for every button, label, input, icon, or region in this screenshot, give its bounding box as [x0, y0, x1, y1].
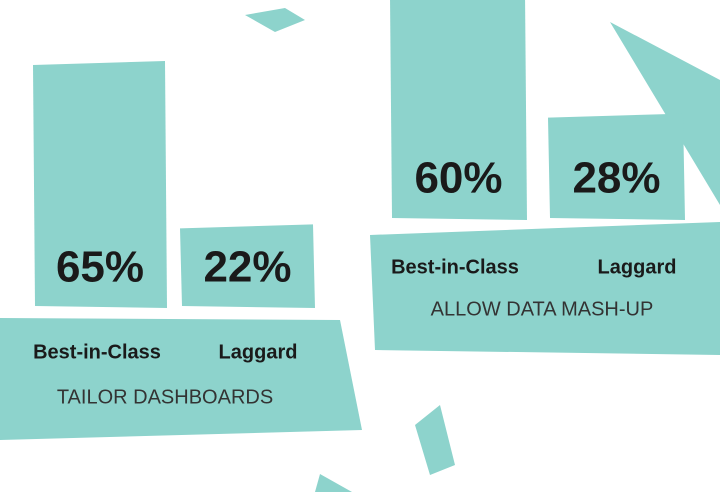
value-label: 65% — [56, 243, 144, 292]
chart-title: TAILOR DASHBOARDS — [57, 386, 273, 408]
shard — [415, 405, 455, 475]
chart-title: ALLOW DATA MASH-UP — [431, 298, 654, 320]
value-label: 60% — [414, 154, 502, 203]
bar — [180, 224, 315, 308]
category-label: Best-in-Class — [391, 256, 519, 278]
decoration — [245, 8, 720, 492]
value-label: 28% — [572, 154, 660, 203]
category-label: Laggard — [598, 256, 677, 278]
shard — [245, 8, 305, 32]
bar — [390, 0, 527, 220]
label-panel — [370, 222, 720, 355]
bar — [33, 61, 167, 308]
category-label: Best-in-Class — [33, 341, 161, 363]
shard — [610, 22, 720, 205]
bar — [548, 113, 685, 220]
category-label: Laggard — [219, 341, 298, 363]
label-panel — [0, 318, 362, 440]
shard — [315, 474, 352, 492]
value-label: 22% — [203, 243, 291, 292]
